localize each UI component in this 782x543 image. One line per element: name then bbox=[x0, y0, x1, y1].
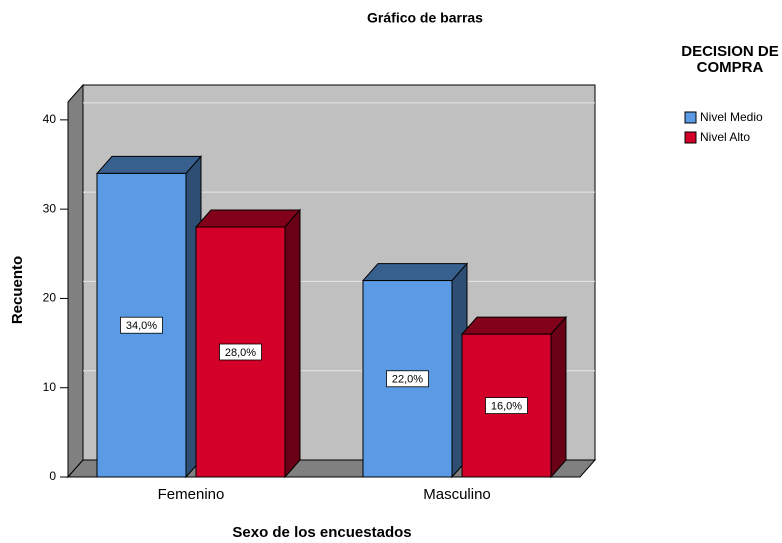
value-label-box bbox=[485, 397, 528, 414]
y-tick-label: 40 bbox=[43, 112, 57, 126]
legend-swatch bbox=[684, 131, 697, 144]
value-label-box bbox=[219, 343, 262, 361]
bar-top bbox=[194, 209, 302, 228]
bar-top bbox=[361, 263, 469, 282]
y-tick-label: 20 bbox=[43, 291, 57, 305]
x-tick-label: Masculino bbox=[423, 486, 491, 503]
y-tick-label: 10 bbox=[43, 380, 57, 394]
y-tick-label: 30 bbox=[43, 201, 57, 215]
legend-label: Nivel Medio bbox=[700, 110, 763, 124]
x-tick-label: Femenino bbox=[158, 486, 225, 503]
x-axis-label: Sexo de los encuestados bbox=[232, 524, 411, 541]
bar-side bbox=[550, 315, 567, 479]
value-label: 16,0% bbox=[491, 400, 522, 412]
legend-swatch bbox=[684, 111, 697, 124]
value-label-box bbox=[386, 370, 429, 388]
value-label: 34,0% bbox=[126, 320, 157, 332]
chart-title: Gráfico de barras bbox=[367, 10, 483, 26]
value-label: 28,0% bbox=[225, 347, 256, 359]
legend-title: DECISION DE COMPRA bbox=[681, 43, 779, 76]
side-wall bbox=[67, 83, 84, 479]
value-label-box bbox=[120, 316, 163, 334]
y-axis-label: Recuento bbox=[9, 256, 26, 324]
bar-side bbox=[284, 208, 301, 479]
bar-top bbox=[95, 155, 203, 174]
legend-label: Nivel Alto bbox=[700, 130, 750, 144]
value-label: 22,0% bbox=[392, 374, 423, 386]
bar-top bbox=[460, 316, 568, 335]
y-tick-label: 0 bbox=[49, 469, 56, 483]
